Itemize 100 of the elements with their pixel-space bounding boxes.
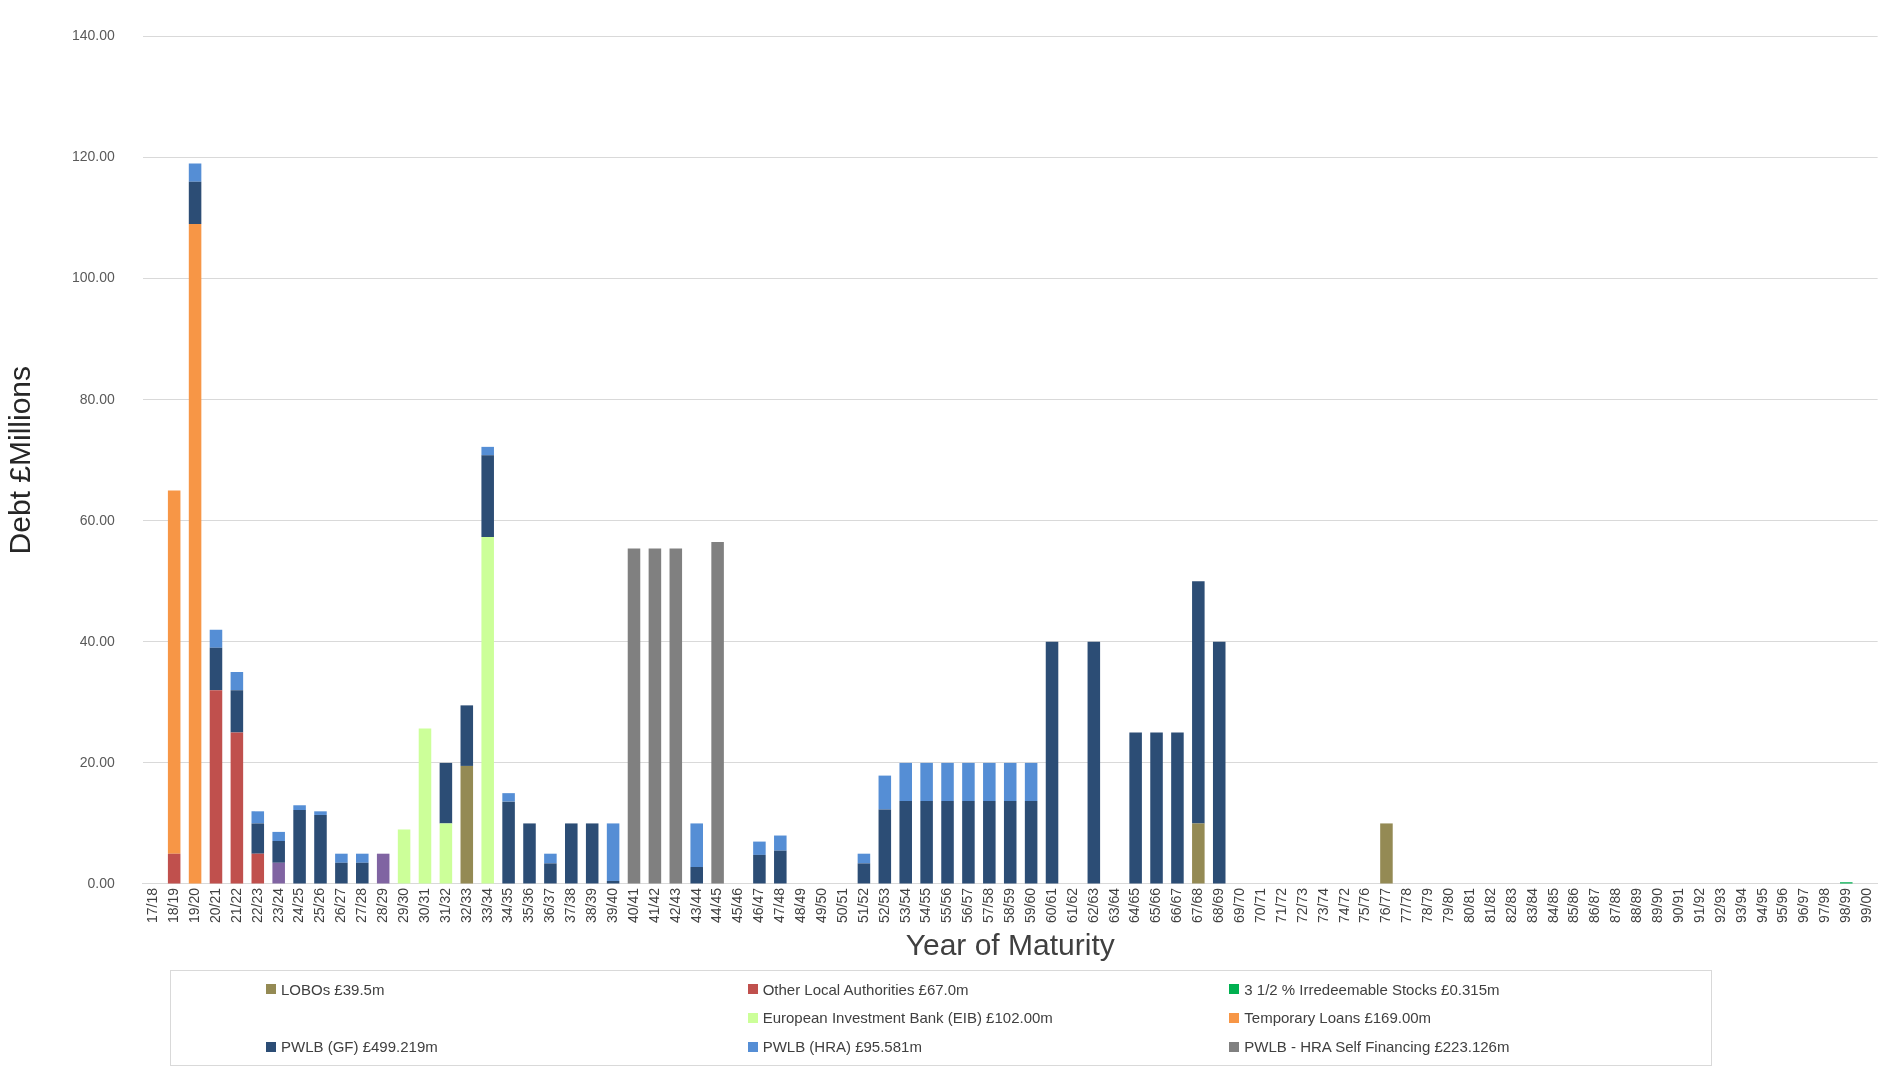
bar — [167, 853, 181, 884]
bar — [1003, 801, 1017, 884]
bar — [251, 853, 265, 884]
x-tick-label: 44/45 — [708, 887, 725, 924]
y-tick-label: 20.00 — [79, 753, 116, 770]
x-tick-label: 59/60 — [1021, 887, 1038, 924]
bar — [774, 850, 787, 884]
x-tick-label: 66/67 — [1168, 887, 1185, 924]
bar — [397, 829, 411, 884]
bar — [314, 811, 327, 815]
x-tick-label: 23/24 — [269, 887, 286, 924]
bar — [690, 867, 703, 884]
bar — [565, 823, 578, 884]
bar — [481, 446, 494, 456]
x-tick-label: 52/53 — [875, 887, 892, 924]
bar — [648, 548, 662, 884]
x-tick-label: 83/84 — [1523, 887, 1540, 924]
legend-label: Temporary Loans £169.00m — [1244, 1009, 1432, 1027]
x-tick-label: 87/88 — [1607, 887, 1624, 924]
x-tick-label: 35/36 — [520, 887, 537, 924]
bar — [251, 823, 265, 854]
bar — [356, 862, 369, 884]
x-tick-label: 74/72 — [1335, 887, 1352, 924]
y-tick-label: 60.00 — [79, 511, 116, 528]
x-tick-label: 79/80 — [1440, 887, 1457, 924]
x-tick-label: 94/95 — [1753, 887, 1770, 924]
bar — [606, 823, 620, 881]
x-tick-label: 91/92 — [1690, 887, 1707, 924]
bar — [690, 823, 703, 868]
x-tick-label: 77/78 — [1398, 887, 1415, 924]
x-tick-label: 69/70 — [1231, 887, 1247, 924]
bar — [1024, 762, 1038, 802]
bar — [1212, 641, 1226, 884]
x-tick-label: 39/40 — [603, 887, 620, 924]
x-tick-label: 33/34 — [478, 887, 495, 924]
bar — [753, 841, 766, 855]
x-tick-label: 22/23 — [248, 887, 265, 924]
legend-label: 3 1/2 % Irredeemable Stocks £0.315m — [1244, 980, 1500, 998]
bar — [878, 775, 892, 810]
bar — [439, 823, 453, 884]
bar — [272, 831, 285, 841]
x-tick-label: 57/58 — [980, 887, 997, 924]
x-tick-label: 43/44 — [687, 887, 704, 924]
bar — [962, 801, 975, 884]
x-tick-label: 34/35 — [499, 887, 516, 924]
bar — [209, 690, 223, 884]
x-tick-label: 88/89 — [1628, 887, 1645, 924]
bar — [230, 672, 244, 691]
x-tick-label: 51/52 — [854, 887, 871, 924]
bar — [1024, 801, 1038, 884]
x-tick-label: 31/32 — [436, 887, 453, 924]
bar — [857, 863, 871, 884]
bar — [941, 801, 954, 884]
x-tick-label: 55/56 — [938, 887, 955, 924]
x-tick-label: 65/66 — [1147, 887, 1164, 924]
x-tick-label: 21/22 — [227, 887, 244, 924]
x-tick-label: 17/18 — [144, 887, 161, 924]
x-tick-label: 86/87 — [1586, 887, 1603, 924]
x-tick-label: 72/73 — [1293, 887, 1310, 924]
x-tick-label: 90/91 — [1669, 887, 1686, 924]
y-axis-title: Debt £Millions — [3, 365, 37, 555]
x-tick-label: 82/83 — [1502, 887, 1519, 924]
bar — [1150, 732, 1163, 884]
bar — [899, 801, 912, 884]
x-tick-label: 80/81 — [1460, 887, 1477, 924]
bar — [1380, 823, 1393, 884]
bar — [627, 548, 641, 884]
bar — [502, 793, 515, 802]
x-tick-label: 56/57 — [959, 887, 976, 924]
bar — [251, 811, 265, 824]
y-tick-label: 140.00 — [71, 27, 116, 44]
bar — [167, 490, 181, 854]
x-tick-label: 26/27 — [332, 887, 349, 924]
x-tick-label: 61/62 — [1063, 887, 1080, 924]
bar — [983, 762, 996, 802]
x-tick-label: 92/93 — [1711, 887, 1728, 924]
x-tick-label: 49/50 — [812, 887, 829, 924]
bar — [481, 455, 494, 538]
bar — [188, 163, 202, 182]
x-tick-label: 25/26 — [311, 887, 328, 924]
legend-label: LOBOs £39.5m — [281, 980, 385, 998]
x-tick-label: 73/74 — [1314, 887, 1331, 924]
y-tick-label: 0.00 — [87, 874, 116, 891]
x-tick-label: 81/82 — [1481, 887, 1498, 924]
bar — [1003, 762, 1017, 802]
bar — [272, 862, 285, 884]
x-tick-label: 46/47 — [750, 887, 767, 924]
x-tick-label: 20/21 — [206, 887, 223, 924]
bar — [1087, 641, 1101, 884]
x-tick-label: 96/97 — [1795, 887, 1812, 924]
legend-label: European Investment Bank (EIB) £102.00m — [762, 1009, 1053, 1027]
x-tick-label: 28/29 — [374, 887, 391, 924]
x-tick-label: 78/79 — [1419, 887, 1436, 924]
bar — [523, 823, 536, 884]
bar — [669, 548, 683, 884]
x-tick-label: 47/48 — [771, 887, 788, 924]
bar — [209, 629, 223, 648]
x-tick-label: 62/63 — [1084, 887, 1101, 924]
bar — [188, 224, 202, 884]
y-tick-label: 40.00 — [79, 632, 116, 649]
